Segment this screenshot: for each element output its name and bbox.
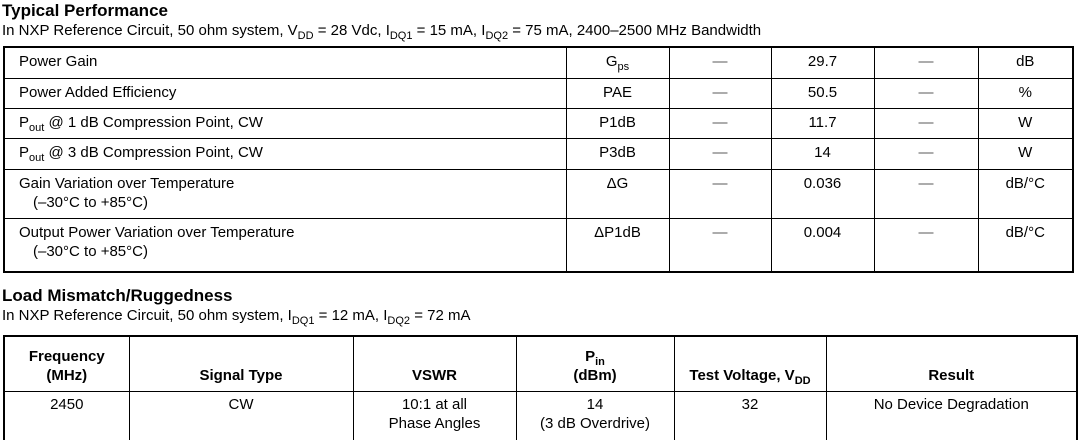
typical-performance-table: Power Gain Gps — 29.7 — dB Power Added E… xyxy=(3,46,1074,273)
cell-text: CW xyxy=(228,395,254,413)
typ-cell: 50.5 xyxy=(770,77,875,109)
unit-cell: % xyxy=(977,77,1074,109)
header-text: Result xyxy=(928,366,975,384)
characteristic-cell: Gain Variation over Temperature (–30°C t… xyxy=(3,168,567,219)
typ-cell: 14 xyxy=(770,137,875,170)
signal-type-cell: CW xyxy=(128,390,354,440)
typical-performance-section: Typical Performance In NXP Reference Cir… xyxy=(0,1,1080,273)
symbol-cell: ΔP1dB xyxy=(565,217,670,273)
max-cell: — xyxy=(873,46,979,79)
header-text: Pin xyxy=(585,347,605,368)
cell-text-line2: (3 dB Overdrive) xyxy=(539,414,651,432)
typical-performance-conditions: In NXP Reference Circuit, 50 ohm system,… xyxy=(2,22,762,42)
characteristic-text: Pout @ 1 dB Compression Point, CW xyxy=(19,113,263,134)
header-text: Frequency xyxy=(28,347,105,365)
characteristic-cell: Pout @ 1 dB Compression Point, CW xyxy=(3,107,567,139)
test-voltage-cell: 32 xyxy=(673,390,827,440)
cell-text: 14 xyxy=(586,395,604,413)
characteristic-text: Power Gain xyxy=(19,53,98,70)
section-title-load-mismatch: Load Mismatch/Ruggedness xyxy=(2,286,233,305)
min-cell: — xyxy=(668,107,772,139)
typ-cell: 0.004 xyxy=(770,217,875,273)
cell-text-line2: Phase Angles xyxy=(388,414,481,432)
table-row: Gain Variation over Temperature (–30°C t… xyxy=(3,168,1074,219)
frequency-cell: 2450 xyxy=(3,390,130,440)
symbol-cell: ΔG xyxy=(565,168,670,219)
header-text: Test Voltage, VDD xyxy=(689,366,811,387)
min-cell: — xyxy=(668,168,772,219)
header-text: Signal Type xyxy=(199,366,283,384)
table-row: Pout @ 1 dB Compression Point, CW P1dB —… xyxy=(3,107,1074,139)
table-row: Power Added Efficiency PAE — 50.5 — % xyxy=(3,77,1074,109)
unit-cell: dB/°C xyxy=(977,168,1074,219)
typ-cell: 0.036 xyxy=(770,168,875,219)
max-cell: — xyxy=(873,107,979,139)
characteristic-text: Gain Variation over Temperature xyxy=(19,174,235,192)
characteristic-cell: Power Gain xyxy=(3,46,567,79)
characteristic-text: Power Added Efficiency xyxy=(19,83,177,101)
min-cell: — xyxy=(668,217,772,273)
max-cell: — xyxy=(873,168,979,219)
cell-text: 10:1 at all xyxy=(401,395,468,413)
characteristic-text: Output Power Variation over Temperature xyxy=(19,223,295,241)
characteristic-text-line2: (–30°C to +85°C) xyxy=(33,242,148,260)
section-title-typical-performance: Typical Performance xyxy=(2,1,168,20)
header-text-line2: (dBm) xyxy=(573,366,617,384)
table-row: Pout @ 3 dB Compression Point, CW P3dB —… xyxy=(3,137,1074,170)
header-signal-type: Signal Type xyxy=(128,335,354,392)
characteristic-cell: Pout @ 3 dB Compression Point, CW xyxy=(3,137,567,170)
symbol-cell: Gps xyxy=(565,46,670,79)
table-row: Output Power Variation over Temperature … xyxy=(3,217,1074,273)
characteristic-cell: Power Added Efficiency xyxy=(3,77,567,109)
max-cell: — xyxy=(873,77,979,109)
characteristic-text: Pout @ 3 dB Compression Point, CW xyxy=(19,143,263,164)
vswr-cell: 10:1 at all Phase Angles xyxy=(352,390,517,440)
load-mismatch-section: Load Mismatch/Ruggedness In NXP Referenc… xyxy=(0,286,1080,440)
typ-cell: 11.7 xyxy=(770,107,875,139)
max-cell: — xyxy=(873,217,979,273)
header-row: Frequency (MHz) Signal Type VSWR Pin (dB… xyxy=(3,335,1078,392)
typ-cell: 29.7 xyxy=(770,46,875,79)
table-row: 2450 CW 10:1 at all Phase Angles 14 (3 d… xyxy=(3,390,1078,440)
cell-text: 32 xyxy=(741,395,759,413)
header-pin: Pin (dBm) xyxy=(515,335,675,392)
characteristic-cell: Output Power Variation over Temperature … xyxy=(3,217,567,273)
header-result: Result xyxy=(825,335,1078,392)
min-cell: — xyxy=(668,77,772,109)
unit-cell: dB/°C xyxy=(977,217,1074,273)
header-text-line2: (MHz) xyxy=(46,366,88,384)
unit-cell: W xyxy=(977,107,1074,139)
pin-cell: 14 (3 dB Overdrive) xyxy=(515,390,675,440)
symbol-cell: PAE xyxy=(565,77,670,109)
header-text: VSWR xyxy=(412,366,457,384)
unit-cell: W xyxy=(977,137,1074,170)
min-cell: — xyxy=(668,46,772,79)
result-cell: No Device Degradation xyxy=(825,390,1078,440)
max-cell: — xyxy=(873,137,979,170)
symbol-cell: P1dB xyxy=(565,107,670,139)
characteristic-text-line2: (–30°C to +85°C) xyxy=(33,193,148,211)
unit-cell: dB xyxy=(977,46,1074,79)
header-vswr: VSWR xyxy=(352,335,517,392)
cell-text: 2450 xyxy=(50,395,84,413)
load-mismatch-conditions: In NXP Reference Circuit, 50 ohm system,… xyxy=(2,307,471,327)
load-mismatch-table: Frequency (MHz) Signal Type VSWR Pin (dB… xyxy=(3,335,1078,440)
cell-text: No Device Degradation xyxy=(873,395,1029,413)
symbol-cell: P3dB xyxy=(565,137,670,170)
header-frequency: Frequency (MHz) xyxy=(3,335,130,392)
min-cell: — xyxy=(668,137,772,170)
table-row: Power Gain Gps — 29.7 — dB xyxy=(3,46,1074,79)
header-test-voltage: Test Voltage, VDD xyxy=(673,335,827,392)
